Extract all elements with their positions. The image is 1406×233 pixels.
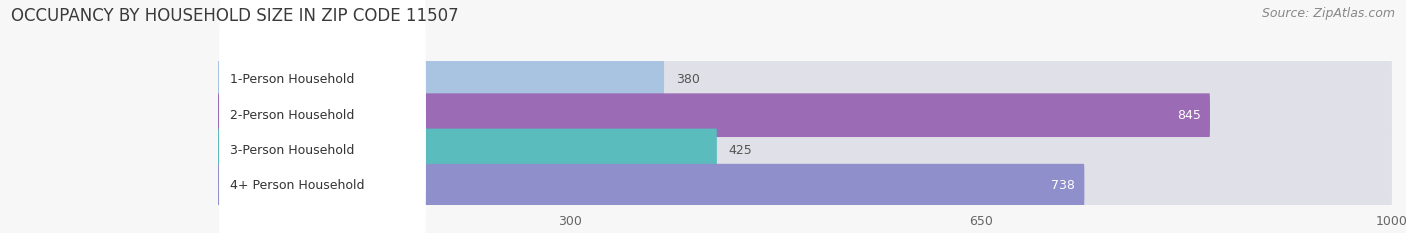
Text: 3-Person Household: 3-Person Household (229, 144, 354, 157)
Text: 845: 845 (1177, 109, 1201, 122)
Text: 1-Person Household: 1-Person Household (229, 73, 354, 86)
FancyBboxPatch shape (218, 129, 717, 172)
FancyBboxPatch shape (218, 58, 664, 102)
Text: 425: 425 (728, 144, 752, 157)
FancyBboxPatch shape (219, 73, 426, 233)
FancyBboxPatch shape (218, 58, 1392, 102)
Text: 380: 380 (676, 73, 700, 86)
FancyBboxPatch shape (218, 129, 1392, 172)
FancyBboxPatch shape (218, 164, 1084, 208)
Text: 738: 738 (1052, 179, 1076, 192)
FancyBboxPatch shape (219, 0, 426, 192)
FancyBboxPatch shape (218, 93, 1211, 137)
Text: 4+ Person Household: 4+ Person Household (229, 179, 364, 192)
FancyBboxPatch shape (218, 164, 1392, 208)
FancyBboxPatch shape (218, 93, 1392, 137)
Text: OCCUPANCY BY HOUSEHOLD SIZE IN ZIP CODE 11507: OCCUPANCY BY HOUSEHOLD SIZE IN ZIP CODE … (11, 7, 458, 25)
FancyBboxPatch shape (219, 3, 426, 228)
FancyBboxPatch shape (219, 38, 426, 233)
Text: 2-Person Household: 2-Person Household (229, 109, 354, 122)
Text: Source: ZipAtlas.com: Source: ZipAtlas.com (1261, 7, 1395, 20)
